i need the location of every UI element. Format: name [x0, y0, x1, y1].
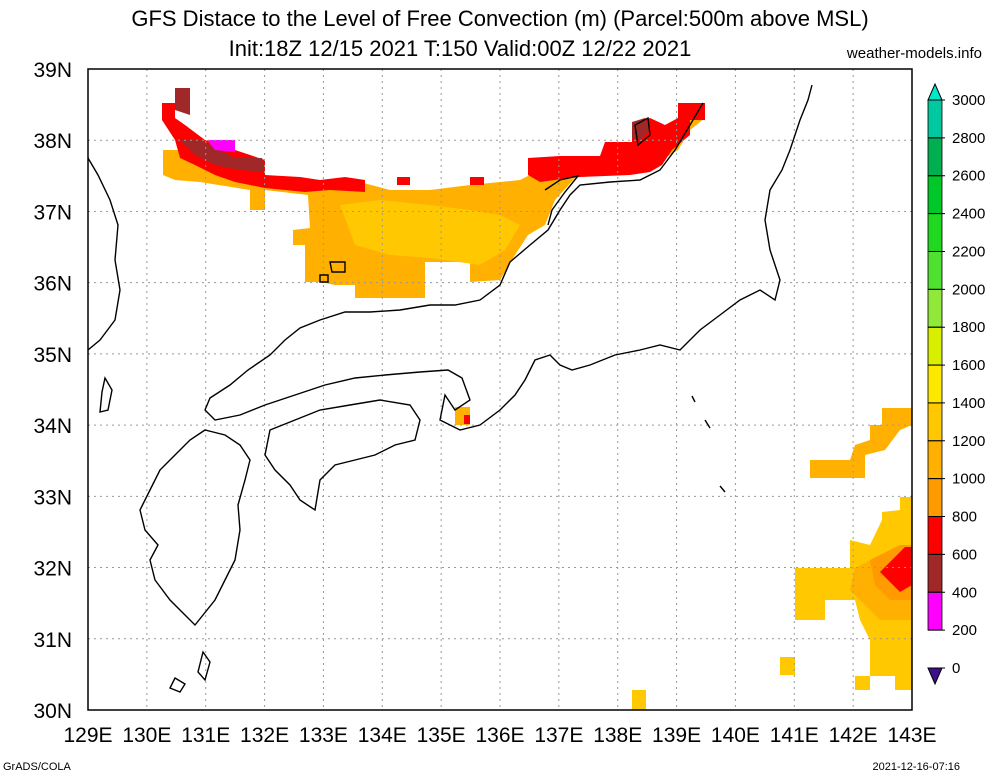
colorbar-segment [927, 364, 943, 404]
colorbar-segment [927, 440, 943, 480]
colorbar-label: 600 [952, 546, 977, 563]
latitude-label: 33N [33, 486, 72, 509]
longitude-label: 134E [358, 724, 407, 747]
colorbar-segment [927, 402, 943, 442]
longitude-label: 139E [652, 724, 701, 747]
colorbar-segment [927, 288, 943, 328]
footer-timestamp: 2021-12-16-07:16 [872, 761, 960, 773]
longitude-label: 143E [887, 724, 936, 747]
colorbar-label: 0 [952, 660, 960, 677]
latitude-label: 37N [33, 201, 72, 224]
longitude-label: 136E [475, 724, 524, 747]
site-label: weather-models.info [846, 45, 982, 62]
colorbar-label: 2600 [952, 168, 985, 185]
graticule [88, 69, 912, 710]
longitude-label: 135E [417, 724, 466, 747]
colorbar-segment [927, 591, 943, 631]
colorbar-segment [927, 478, 943, 517]
map-subtitle: Init:18Z 12/15 2021 T:150 Valid:00Z 12/2… [228, 36, 692, 61]
latitude-label: 30N [33, 700, 72, 723]
colorbar-segment [927, 554, 943, 593]
footer-software: GrADS/COLA [3, 761, 71, 773]
longitude-label: 142E [829, 724, 878, 747]
longitude-label: 133E [299, 724, 348, 747]
map-title: GFS Distace to the Level of Free Convect… [131, 6, 869, 31]
longitude-label: 132E [240, 724, 289, 747]
colorbar-label: 1000 [952, 471, 985, 488]
colorbar-segment [927, 251, 943, 290]
colorbar-segment [927, 99, 943, 139]
plot-frame [87, 68, 913, 711]
latitude-label: 35N [33, 344, 72, 367]
colorbar-label: 3000 [952, 92, 985, 109]
colorbar-label: 800 [952, 509, 977, 526]
latitude-labels: 39N 38N 37N 36N 35N 34N 33N 32N 31N 30N [33, 59, 72, 723]
colorbar-segment [927, 326, 943, 366]
longitude-labels: 129E 130E 131E 132E 133E 134E 135E 136E 137E 138E… [63, 724, 936, 747]
colorbar-label: 2200 [952, 243, 985, 260]
colorbar-label: 2400 [952, 206, 985, 223]
colorbar-label: 400 [952, 584, 977, 601]
colorbar: 3000280026002400220020001800160014001200… [927, 82, 985, 686]
longitude-label: 140E [711, 724, 760, 747]
colorbar-segment [927, 175, 943, 215]
colorbar-segment [927, 516, 943, 555]
colorbar-label: 1800 [952, 319, 985, 336]
colorbar-label: 2000 [952, 281, 985, 298]
lfc-shaded-field [162, 88, 912, 710]
coastlines [87, 84, 813, 693]
latitude-label: 38N [33, 130, 72, 153]
latitude-label: 39N [33, 59, 72, 82]
latitude-label: 36N [33, 273, 72, 296]
colorbar-segment [927, 137, 943, 177]
colorbar-label: 1400 [952, 395, 985, 412]
longitude-label: 138E [593, 724, 642, 747]
colorbar-label: 1600 [952, 357, 985, 374]
latitude-label: 31N [33, 629, 72, 652]
longitude-label: 131E [181, 724, 230, 747]
colorbar-label: 2800 [952, 130, 985, 147]
longitude-label: 130E [122, 724, 171, 747]
longitude-label: 129E [63, 724, 112, 747]
longitude-label: 141E [770, 724, 819, 747]
colorbar-label: 200 [952, 622, 977, 639]
longitude-label: 137E [534, 724, 583, 747]
colorbar-top-arrow [927, 82, 943, 101]
colorbar-label: 1200 [952, 433, 985, 450]
latitude-label: 32N [33, 558, 72, 581]
colorbar-segment [927, 213, 943, 252]
colorbar-bottom-arrow [927, 667, 943, 686]
latitude-label: 34N [33, 415, 72, 438]
